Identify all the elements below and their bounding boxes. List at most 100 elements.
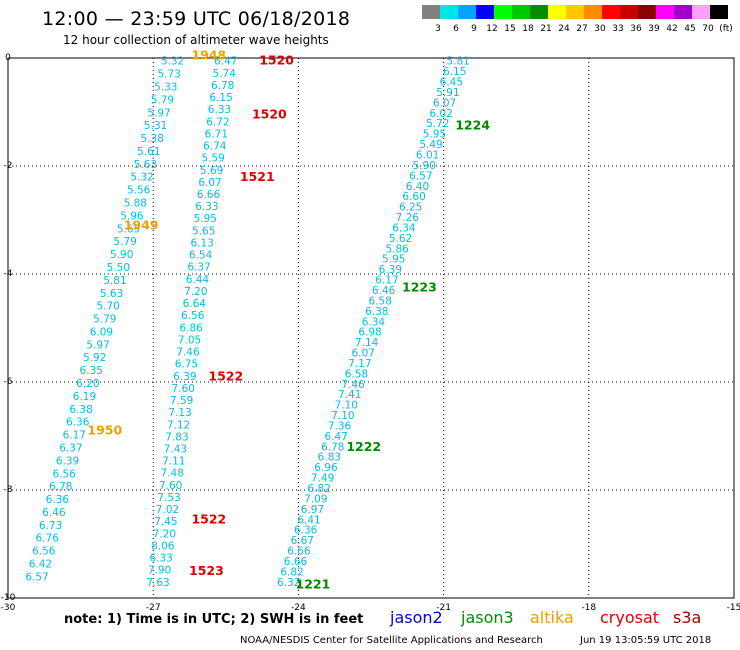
swh-value-altika: 6.78 <box>49 481 72 493</box>
colorbar-swatch <box>710 5 728 19</box>
map-frame <box>7 57 735 599</box>
colorbar-swatch <box>422 5 440 19</box>
swh-value-cryosat: 6.78 <box>211 80 234 92</box>
swh-value-cryosat: 7.13 <box>168 407 191 419</box>
swh-value-altika: 5.56 <box>127 185 151 197</box>
time-label-cryosat: 1522 <box>208 369 243 384</box>
colorbar-swatch <box>494 5 512 19</box>
swh-value-altika: 6.35 <box>80 365 103 377</box>
time-label-altika: 1948 <box>191 47 226 62</box>
y-tick-label: -2 <box>4 161 13 171</box>
colorbar-label: 6 <box>453 24 459 34</box>
swh-value-altika: 5.92 <box>83 352 106 364</box>
swh-value-cryosat: 7.05 <box>178 334 201 346</box>
colorbar-label: 30 <box>594 24 606 34</box>
colorbar-label: 3 <box>435 24 441 34</box>
swh-value-cryosat: 7.60 <box>159 480 182 492</box>
swh-value-altika: 5.79 <box>151 94 174 106</box>
swh-value-altika: 5.32 <box>130 172 153 184</box>
swh-value-cryosat: 6.07 <box>198 177 221 189</box>
swh-value-altika: 5.63 <box>100 288 123 300</box>
swh-value-jason3: 6.66 <box>284 556 308 568</box>
swh-value-jason3: 6.96 <box>314 462 338 474</box>
swh-value-altika: 5.70 <box>96 301 119 313</box>
swh-value-cryosat: 8.06 <box>151 540 175 552</box>
colorbar-swatch <box>584 5 602 19</box>
time-label-jason3: 1221 <box>296 577 331 592</box>
legend-note: note: 1) Time is in UTC; 2) SWH is in fe… <box>64 612 364 627</box>
swh-value-cryosat: 7.46 <box>176 347 200 359</box>
legend-altika: altika <box>530 608 574 627</box>
swh-value-cryosat: 6.33 <box>149 553 172 565</box>
swh-value-cryosat: 7.48 <box>161 468 184 480</box>
swh-value-cryosat: 7.45 <box>154 516 177 528</box>
swh-value-jason3: 5.86 <box>385 243 409 255</box>
colorbar-label: (ft) <box>719 24 732 34</box>
swh-value-cryosat: 7.12 <box>167 419 190 431</box>
map-title: 12:00 — 23:59 UTC 06/18/2018 <box>42 8 351 30</box>
swh-value-jason3: 5.91 <box>436 87 459 99</box>
swh-value-cryosat: 7.20 <box>153 528 176 540</box>
swh-value-cryosat: 5.95 <box>194 213 217 225</box>
legend-cryosat: cryosat <box>600 608 660 627</box>
x-tick-label: -24 <box>291 603 306 613</box>
swh-value-jason3: 6.25 <box>399 202 422 214</box>
swh-value-cryosat: 7.90 <box>148 565 171 577</box>
swh-value-altika: 5.79 <box>113 236 136 248</box>
swh-value-cryosat: 5.65 <box>192 225 215 237</box>
swh-value-jason3: 6.38 <box>365 306 388 318</box>
swh-value-jason3: 6.46 <box>372 285 396 297</box>
swh-value-altika: 5.79 <box>93 314 116 326</box>
swh-value-altika: 5.63 <box>134 159 157 171</box>
swh-value-jason3: 6.39 <box>379 264 402 276</box>
swh-value-jason3: 6.01 <box>416 149 439 161</box>
x-tick-label: -21 <box>436 603 451 613</box>
time-label-jason3: 1224 <box>455 118 490 133</box>
colorbar-label: 15 <box>504 24 515 34</box>
swh-value-altika: 5.32 <box>161 56 184 68</box>
time-label-cryosat: 1522 <box>191 512 226 527</box>
swh-value-altika: 6.36 <box>46 494 70 506</box>
swh-value-altika: 6.56 <box>32 546 56 558</box>
swh-value-cryosat: 7.20 <box>184 286 207 298</box>
time-label-jason3: 1222 <box>346 439 381 454</box>
x-tick-label: -15 <box>727 603 740 613</box>
swh-value-jason3: 7.10 <box>335 400 358 412</box>
swh-value-cryosat: 7.11 <box>162 456 185 468</box>
swh-value-cryosat: 7.83 <box>165 431 188 443</box>
colorbar-label: 9 <box>471 24 477 34</box>
colorbar-label: 36 <box>630 24 642 34</box>
swh-value-altika: 5.38 <box>141 133 164 145</box>
swh-value-jason3: 6.40 <box>406 181 429 193</box>
swh-value-cryosat: 6.33 <box>195 201 218 213</box>
swh-value-jason3: 6.83 <box>318 452 341 464</box>
colorbar-label: 18 <box>522 24 534 34</box>
colorbar-swatch <box>530 5 548 19</box>
time-label-altika: 1949 <box>124 217 159 232</box>
swh-value-jason3: 6.97 <box>301 504 324 516</box>
swh-value-jason3: 7.14 <box>355 337 379 349</box>
swh-value-altika: 6.76 <box>36 533 60 545</box>
time-label-cryosat: 1520 <box>259 53 294 68</box>
swh-value-jason3: 6.41 <box>297 514 320 526</box>
swh-value-jason3: 6.45 <box>440 77 463 89</box>
colorbar-swatch <box>440 5 458 19</box>
swh-value-jason3: 6.32 <box>277 577 300 589</box>
swh-value-altika: 5.31 <box>144 120 167 132</box>
y-tick-label: -8 <box>4 485 13 495</box>
swh-value-cryosat: 6.39 <box>173 371 196 383</box>
swh-value-altika: 5.61 <box>137 146 160 158</box>
swh-value-jason3: 5.49 <box>419 139 442 151</box>
swh-value-jason3: 6.02 <box>429 108 452 120</box>
time-label-cryosat: 1520 <box>252 107 287 122</box>
swh-value-cryosat: 7.53 <box>157 492 180 504</box>
swh-value-altika: 5.65 <box>117 223 140 235</box>
swh-value-jason3: 6.07 <box>352 348 375 360</box>
swh-value-altika: 6.73 <box>39 520 62 532</box>
swh-value-jason3: 6.58 <box>345 368 368 380</box>
colorbar-swatch <box>476 5 494 19</box>
swh-value-jason3: 7.26 <box>396 212 420 224</box>
swh-value-cryosat: 5.69 <box>200 165 223 177</box>
swh-value-jason3: 5.95 <box>423 129 446 141</box>
swh-value-altika: 5.81 <box>103 275 126 287</box>
